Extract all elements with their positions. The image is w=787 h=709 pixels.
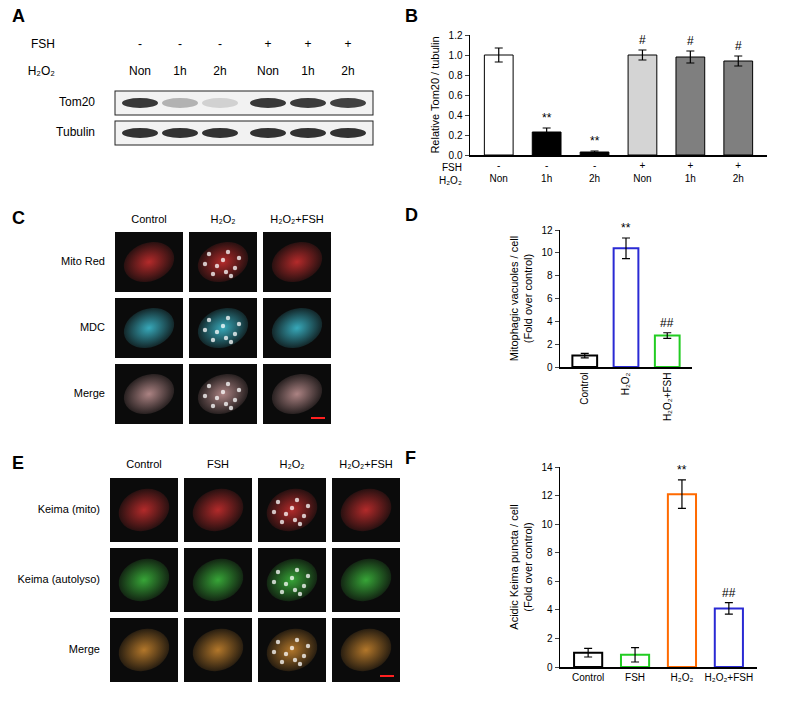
svg-text:-: -: [218, 37, 222, 51]
svg-text:FSH: FSH: [207, 458, 229, 470]
svg-text:8: 8: [547, 270, 553, 281]
svg-text:Relative Tom20 / tubulin: Relative Tom20 / tubulin: [429, 36, 441, 153]
svg-text:FSH: FSH: [625, 672, 645, 683]
svg-text:-: -: [178, 37, 182, 51]
svg-text:H₂O₂: H₂O₂: [439, 175, 462, 186]
html-text:D: D: [405, 205, 418, 225]
svg-text:2: 2: [547, 633, 553, 644]
svg-text:-: -: [138, 37, 142, 51]
svg-text:+1h: +1h: [685, 160, 696, 184]
html-text:E: E: [12, 453, 24, 473]
svg-text:2h: 2h: [341, 64, 354, 78]
svg-text:+2h: +2h: [733, 160, 744, 184]
svg-text:Keima (autolyso): Keima (autolyso): [17, 573, 100, 585]
svg-text:0.4: 0.4: [449, 110, 463, 121]
svg-text:Merge: Merge: [74, 387, 105, 399]
svg-text:H₂O₂: H₂O₂: [28, 64, 56, 78]
html-text:B: B: [405, 6, 418, 26]
svg-text:+Non: +Non: [633, 160, 651, 184]
svg-text:+: +: [264, 37, 271, 51]
svg-text:1h: 1h: [173, 64, 186, 78]
svg-text:Control: Control: [572, 672, 604, 683]
svg-text:0.0: 0.0: [449, 150, 463, 161]
svg-text:**: **: [542, 111, 552, 125]
svg-text:Acidic Keima puncta / cell(Fol: Acidic Keima puncta / cell(Fold over con…: [508, 504, 534, 629]
svg-text:H₂O₂: H₂O₂: [671, 672, 694, 683]
svg-text:0.6: 0.6: [449, 90, 463, 101]
svg-text:H₂O₂+FSH: H₂O₂+FSH: [339, 458, 393, 470]
svg-text:H₂O₂+FSH: H₂O₂+FSH: [270, 213, 324, 225]
svg-text:Non: Non: [257, 64, 279, 78]
svg-text:**: **: [677, 463, 687, 477]
svg-text:0: 0: [547, 362, 553, 373]
svg-text:H₂O₂: H₂O₂: [279, 458, 304, 470]
svg-text:-Non: -Non: [490, 160, 508, 184]
svg-text:Control: Control: [131, 213, 166, 225]
svg-text:8: 8: [547, 547, 553, 558]
html-text:F: F: [405, 448, 416, 468]
svg-text:Mito Red: Mito Red: [61, 255, 105, 267]
svg-text:1.2: 1.2: [449, 30, 463, 41]
svg-text:Non: Non: [129, 64, 151, 78]
svg-text:2: 2: [547, 339, 553, 350]
svg-text:MDC: MDC: [80, 321, 105, 333]
svg-text:Merge: Merge: [69, 643, 100, 655]
svg-text:Control: Control: [579, 373, 590, 405]
svg-text:0: 0: [547, 662, 553, 673]
svg-text:#: #: [639, 33, 646, 47]
svg-text:H₂O₂: H₂O₂: [620, 372, 631, 395]
svg-text:#: #: [735, 39, 742, 53]
svg-text:1.0: 1.0: [449, 50, 463, 61]
svg-text:10: 10: [541, 247, 553, 258]
svg-text:14: 14: [541, 462, 553, 473]
svg-text:-1h: -1h: [541, 160, 552, 184]
svg-text:+: +: [304, 37, 311, 51]
svg-text:2h: 2h: [213, 64, 226, 78]
html-text:C: C: [12, 208, 25, 228]
svg-text:H₂O₂+FSH: H₂O₂+FSH: [662, 373, 673, 422]
svg-text:0.2: 0.2: [449, 130, 463, 141]
svg-text:H₂O₂+FSH: H₂O₂+FSH: [705, 672, 754, 683]
svg-text:+: +: [344, 37, 351, 51]
svg-text:6: 6: [547, 576, 553, 587]
svg-text:4: 4: [547, 316, 553, 327]
svg-text:##: ##: [722, 586, 736, 600]
svg-text:Tom20: Tom20: [59, 95, 95, 109]
svg-text:FSH: FSH: [31, 37, 55, 51]
html-text:A: A: [12, 6, 25, 26]
svg-text:0.8: 0.8: [449, 70, 463, 81]
svg-text:6: 6: [547, 293, 553, 304]
svg-text:Control: Control: [126, 458, 161, 470]
svg-text:##: ##: [660, 316, 674, 330]
svg-text:**: **: [590, 134, 600, 148]
svg-text:12: 12: [541, 225, 553, 236]
svg-text:H₂O₂: H₂O₂: [210, 213, 235, 225]
svg-text:Mitophagic vacuoles / cell(Fol: Mitophagic vacuoles / cell(Fold over con…: [508, 236, 534, 361]
svg-text:1h: 1h: [301, 64, 314, 78]
svg-text:Keima (mito): Keima (mito): [38, 503, 100, 515]
svg-text:10: 10: [541, 519, 553, 530]
svg-text:FSH: FSH: [442, 162, 462, 173]
svg-text:4: 4: [547, 604, 553, 615]
svg-text:12: 12: [541, 490, 553, 501]
svg-text:Tubulin: Tubulin: [56, 125, 95, 139]
svg-text:-2h: -2h: [589, 160, 600, 184]
svg-text:**: **: [621, 221, 631, 235]
svg-text:#: #: [687, 34, 694, 48]
